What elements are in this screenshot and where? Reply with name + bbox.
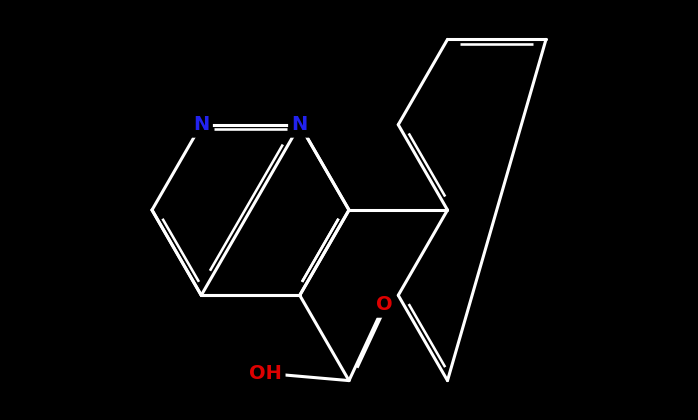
Text: N: N [193,115,209,134]
Text: O: O [376,295,393,314]
Text: N: N [292,115,308,134]
Text: OH: OH [249,364,282,383]
